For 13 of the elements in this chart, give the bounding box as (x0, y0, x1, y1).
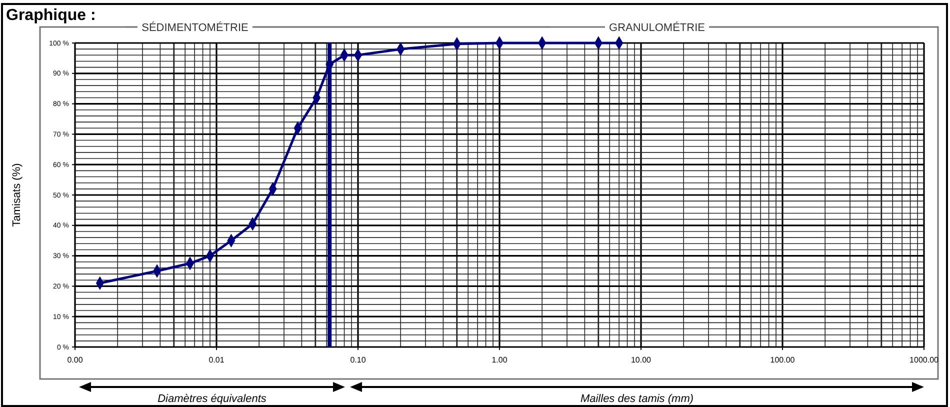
x-tick-label: 0.10 (350, 356, 366, 365)
text: GRANULOMÉTRIE (609, 21, 705, 34)
x-tick-label: 100.00 (770, 356, 796, 365)
text: Mailles des tamis (mm) (580, 393, 694, 405)
x-tick-label: 0.01 (208, 356, 225, 365)
x-tick-label: 1.00 (492, 356, 508, 365)
text: SÉDIMENTOMÉTRIE (142, 21, 248, 34)
chart-title: Graphique : (6, 7, 96, 24)
x-tick-label: 1000.00 (910, 356, 940, 365)
y-axis-title: Tamisats (%) (11, 163, 23, 227)
x-tick-label: 0.00 (67, 356, 84, 365)
x-tick-label: 10.00 (630, 356, 652, 365)
text: Diamètres équivalents (158, 393, 267, 405)
